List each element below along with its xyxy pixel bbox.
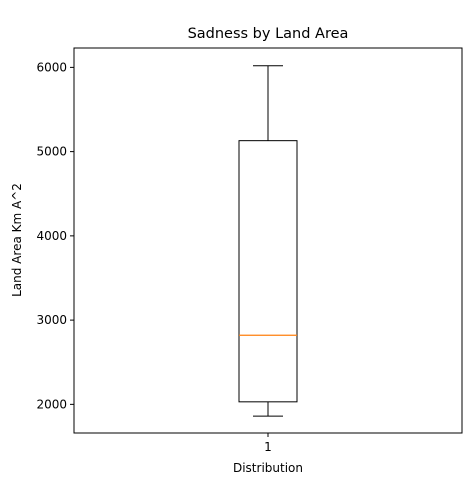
y-axis-label: Land Area Km A^2 xyxy=(10,183,24,297)
box-plot xyxy=(238,65,298,417)
iqr-box xyxy=(238,140,298,403)
x-axis: 1 xyxy=(264,433,272,454)
y-tick-label: 2000 xyxy=(36,397,67,411)
y-tick-label: 3000 xyxy=(36,313,67,327)
x-tick-label: 1 xyxy=(264,440,272,454)
chart-title: Sadness by Land Area xyxy=(188,26,349,42)
y-tick-label: 5000 xyxy=(36,145,67,159)
y-tick-label: 6000 xyxy=(36,60,67,74)
y-tick-label: 4000 xyxy=(36,229,67,243)
x-axis-label: Distribution xyxy=(233,461,303,475)
y-axis: 2000 3000 4000 5000 6000 xyxy=(36,60,74,411)
